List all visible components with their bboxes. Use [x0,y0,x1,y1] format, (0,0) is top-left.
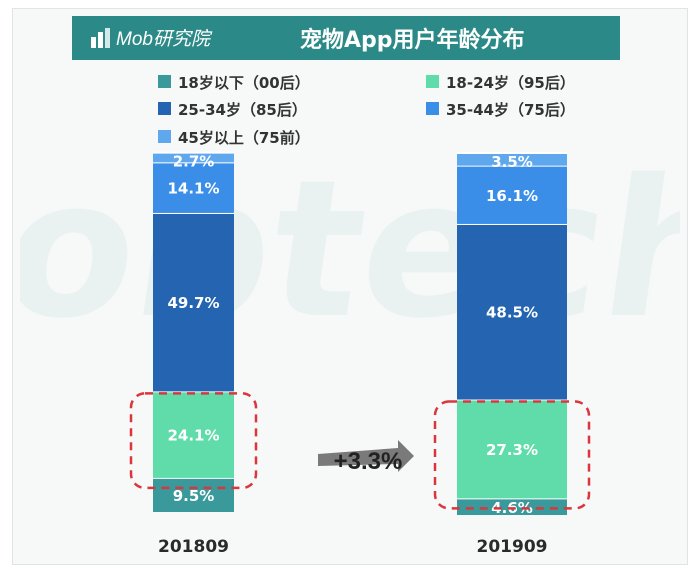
data-label: 49.7% [167,294,219,312]
highlight-box [433,400,591,510]
bar-segment-age18_24 [153,391,234,478]
bar-segment-age25_34 [457,223,567,400]
legend-label: 35-44岁（75后） [446,101,575,119]
brand-name: Mob研究院 [116,29,210,50]
data-label: 48.5% [486,304,538,322]
bar-segment-under18 [457,498,567,515]
highlight-box [129,392,258,490]
data-label: 27.3% [486,441,538,459]
bar-segment-age25_34 [153,212,234,392]
data-label: 2.7% [173,153,215,171]
legend-swatch [158,130,171,143]
bar-segment-under18 [153,477,234,512]
bar-segment-over45 [457,153,567,166]
bar-segment-age35_44 [153,162,234,213]
x-tick-label: 201909 [477,537,548,557]
legend-swatch [426,102,439,115]
bar-segment-age35_44 [457,165,567,224]
data-label: 3.5% [491,153,533,171]
data-label: 16.1% [486,187,538,205]
arrow-icon [318,440,414,472]
data-label: 9.5% [173,487,215,505]
legend-swatch [158,75,171,88]
data-label: 14.1% [167,180,219,198]
bar-segment-age18_24 [457,399,567,499]
legend-swatch [426,75,439,88]
bar-segment-over45 [153,152,234,163]
legend-swatch [158,102,171,115]
x-tick-label: 201809 [158,537,229,557]
legend-label: 25-34岁（85后） [178,101,307,119]
logo-icon [91,28,110,48]
chart-title: 宠物App用户年龄分布 [300,28,525,53]
annotation-label: +3.3% [334,448,403,475]
header-bar [72,16,620,60]
watermark: obtech [20,150,680,350]
legend-label: 45岁以上（75前） [178,129,310,147]
chart-frame [12,8,688,565]
svg-text:obtech: obtech [20,150,680,350]
data-label: 24.1% [167,427,219,445]
legend-label: 18岁以下（00后） [178,74,310,92]
legend-label: 18-24岁（95后） [446,74,575,92]
